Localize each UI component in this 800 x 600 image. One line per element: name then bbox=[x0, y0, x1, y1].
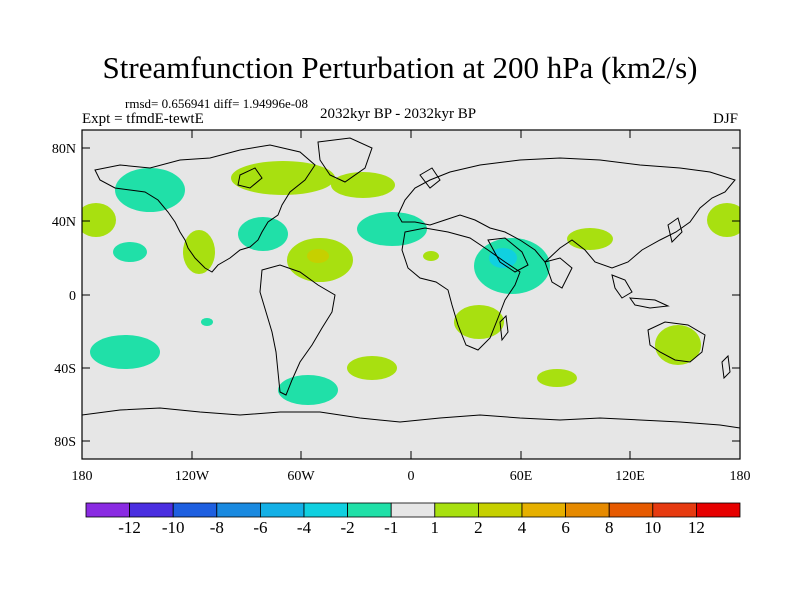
colorbar-swatch bbox=[129, 502, 174, 518]
colorbar-swatch bbox=[521, 502, 566, 518]
colorbar-swatch bbox=[608, 502, 654, 518]
coastlines bbox=[82, 137, 740, 429]
anomaly-south-pacific bbox=[90, 335, 160, 369]
colorbar-swatch bbox=[85, 502, 130, 518]
colorbar-swatch bbox=[259, 502, 305, 518]
colorbar-swatch bbox=[347, 502, 392, 518]
colorbar-swatch bbox=[303, 502, 348, 518]
colorbar-label: 12 bbox=[688, 518, 705, 537]
y-axis-ticks bbox=[82, 147, 740, 442]
experiment-label: Expt = tfmdE-tewtE bbox=[82, 111, 204, 127]
colorbar-label: -8 bbox=[210, 518, 224, 537]
anomaly-north-america-east bbox=[238, 217, 288, 251]
x-tick-180-left: 180 bbox=[72, 469, 93, 484]
colorbar-label: -2 bbox=[341, 518, 355, 537]
colorbar-label: 4 bbox=[518, 518, 527, 537]
plot-title: Streamfunction Perturbation at 200 hPa (… bbox=[102, 50, 698, 85]
y-tick-80s: 80S bbox=[54, 435, 76, 450]
colorbar-label: 2 bbox=[474, 518, 483, 537]
anomaly-arabia bbox=[474, 238, 550, 294]
x-tick-120w: 120W bbox=[175, 469, 210, 484]
anomaly-south-america-tip bbox=[278, 375, 338, 405]
anomaly-west-pacific-left bbox=[82, 203, 116, 237]
colorbar-label: 10 bbox=[644, 518, 661, 537]
y-axis-labels: 80N 40N 0 40S 80S bbox=[52, 142, 76, 450]
anomaly-patches bbox=[82, 137, 740, 429]
colorbar-swatch bbox=[216, 502, 261, 518]
anomaly-south-atlantic bbox=[347, 356, 397, 380]
anomaly-west-pacific-right bbox=[707, 203, 740, 237]
x-axis-ticks bbox=[81, 130, 741, 459]
anomaly-west-africa bbox=[423, 251, 439, 261]
colorbar-label: 8 bbox=[605, 518, 614, 537]
anomaly-arctic-canada bbox=[231, 161, 335, 195]
x-tick-60w: 60W bbox=[287, 469, 315, 484]
colorbar-label: -12 bbox=[118, 518, 141, 537]
x-tick-60e: 60E bbox=[510, 469, 533, 484]
anomaly-small-south-pacific bbox=[201, 318, 213, 326]
x-axis-labels: 180 120W 60W 0 60E 120E 180 bbox=[72, 469, 751, 484]
period-label: 2032kyr BP - 2032kyr BP bbox=[320, 106, 477, 122]
y-tick-80n: 80N bbox=[52, 142, 76, 157]
colorbar-swatch bbox=[565, 502, 610, 518]
x-tick-0: 0 bbox=[408, 469, 415, 484]
anomaly-arabia-core bbox=[489, 248, 517, 268]
colorbar-swatch bbox=[652, 502, 697, 518]
colorbar-swatch bbox=[477, 502, 523, 518]
anomaly-north-pacific bbox=[115, 168, 185, 212]
colorbar-label: -4 bbox=[297, 518, 312, 537]
y-tick-40s: 40S bbox=[54, 362, 76, 377]
x-tick-180-right: 180 bbox=[730, 469, 751, 484]
y-tick-40n: 40N bbox=[52, 215, 76, 230]
colorbar-label: 1 bbox=[431, 518, 440, 537]
anomaly-greenland-atlantic bbox=[331, 172, 395, 198]
x-tick-120e: 120E bbox=[615, 469, 645, 484]
anomaly-subtropical-pacific bbox=[113, 242, 147, 262]
y-tick-0: 0 bbox=[69, 289, 76, 304]
map-background bbox=[82, 130, 740, 459]
anomaly-indian-ocean-south bbox=[537, 369, 577, 387]
season-label: DJF bbox=[713, 111, 739, 127]
colorbar-swatch bbox=[434, 502, 479, 518]
colorbar-label: -10 bbox=[162, 518, 185, 537]
stats-label: rmsd= 0.656941 diff= 1.94996e-08 bbox=[125, 96, 309, 111]
anomaly-south-asia bbox=[567, 228, 613, 250]
colorbar bbox=[85, 502, 741, 518]
colorbar-swatch bbox=[172, 502, 218, 518]
colorbar-swatch bbox=[696, 502, 741, 518]
colorbar-label: -1 bbox=[384, 518, 398, 537]
colorbar-label: 6 bbox=[561, 518, 570, 537]
colorbar-swatch bbox=[390, 502, 436, 518]
anomaly-mexico bbox=[183, 230, 215, 274]
anomaly-caribbean-core bbox=[307, 249, 329, 263]
colorbar-label: -6 bbox=[253, 518, 267, 537]
anomaly-north-atlantic bbox=[357, 212, 427, 246]
colorbar-labels: -12 -10 -8 -6 -4 -2 -1 1 2 4 6 8 10 12 bbox=[118, 518, 705, 537]
anomaly-southern-africa bbox=[454, 305, 504, 339]
